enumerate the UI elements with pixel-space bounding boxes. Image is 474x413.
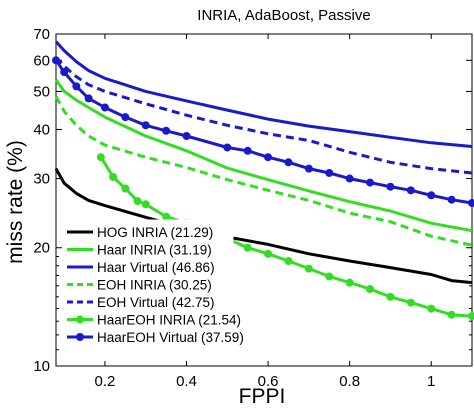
series-point (305, 265, 312, 272)
series-point (163, 213, 170, 220)
series-2 (56, 42, 472, 147)
series-point (142, 201, 149, 208)
y-tick-label: 20 (33, 240, 50, 257)
series-point (448, 311, 455, 318)
series-point (367, 286, 374, 293)
series-point (285, 258, 292, 265)
series-point (61, 69, 68, 76)
series-point (134, 198, 141, 205)
legend-label: EOH Virtual (42.75) (97, 295, 215, 310)
x-tick-label: 0.2 (95, 373, 116, 390)
series-point (305, 165, 312, 172)
y-tick-label: 70 (33, 26, 50, 43)
series-point (469, 199, 474, 206)
series-point (346, 175, 353, 182)
series-point (142, 122, 149, 129)
series-point (265, 250, 272, 257)
y-tick-label: 50 (33, 83, 50, 100)
series-point (265, 154, 272, 161)
y-tick-label: 10 (33, 358, 50, 375)
series-point (326, 169, 333, 176)
series-point (326, 273, 333, 280)
series-point (224, 144, 231, 151)
y-tick-label: 40 (33, 121, 50, 138)
x-axis-label: FPPI (239, 385, 286, 408)
legend-label: EOH INRIA (30.25) (97, 278, 212, 293)
legend-label: Haar Virtual (46.86) (97, 260, 215, 275)
series-point (122, 185, 129, 192)
x-tick-label: 0.4 (176, 373, 197, 390)
series-point (244, 244, 251, 251)
series-point (346, 279, 353, 286)
y-tick-label: 30 (33, 171, 50, 188)
y-axis-label: miss rate (%) (4, 140, 27, 264)
series-point (285, 159, 292, 166)
series-point (73, 83, 80, 90)
legend-label: HaarEOH Virtual (37.59) (97, 330, 244, 345)
legend-label: HaarEOH INRIA (21.54) (97, 313, 241, 328)
series-point (428, 305, 435, 312)
legend-label: Haar INRIA (31.19) (97, 243, 212, 258)
series-point (387, 183, 394, 190)
series-point (101, 104, 108, 111)
series-point (367, 179, 374, 186)
x-tick-label: 1 (427, 373, 435, 390)
series-point (53, 57, 60, 64)
legend: HOG INRIA (21.29) Haar INRIA (31.19) Haar … (63, 220, 244, 351)
legend-label: HOG INRIA (21.29) (97, 225, 213, 240)
series-point (122, 114, 129, 121)
series-point (110, 173, 117, 180)
series-point (448, 196, 455, 203)
chart-title: INRIA, AdaBoost, Passive (197, 7, 370, 24)
legend-marker (76, 316, 84, 324)
series-line (56, 42, 472, 147)
series-point (428, 192, 435, 199)
x-tick-label: 0.8 (339, 373, 360, 390)
series-point (469, 313, 474, 320)
series-point (387, 293, 394, 300)
y-tick-label: 60 (33, 52, 50, 69)
series-point (407, 187, 414, 194)
series-point (183, 132, 190, 139)
series-point (97, 154, 104, 161)
series-point (163, 127, 170, 134)
series-point (85, 95, 92, 102)
series-point (407, 299, 414, 306)
legend-marker (76, 333, 84, 341)
series-point (244, 147, 251, 154)
